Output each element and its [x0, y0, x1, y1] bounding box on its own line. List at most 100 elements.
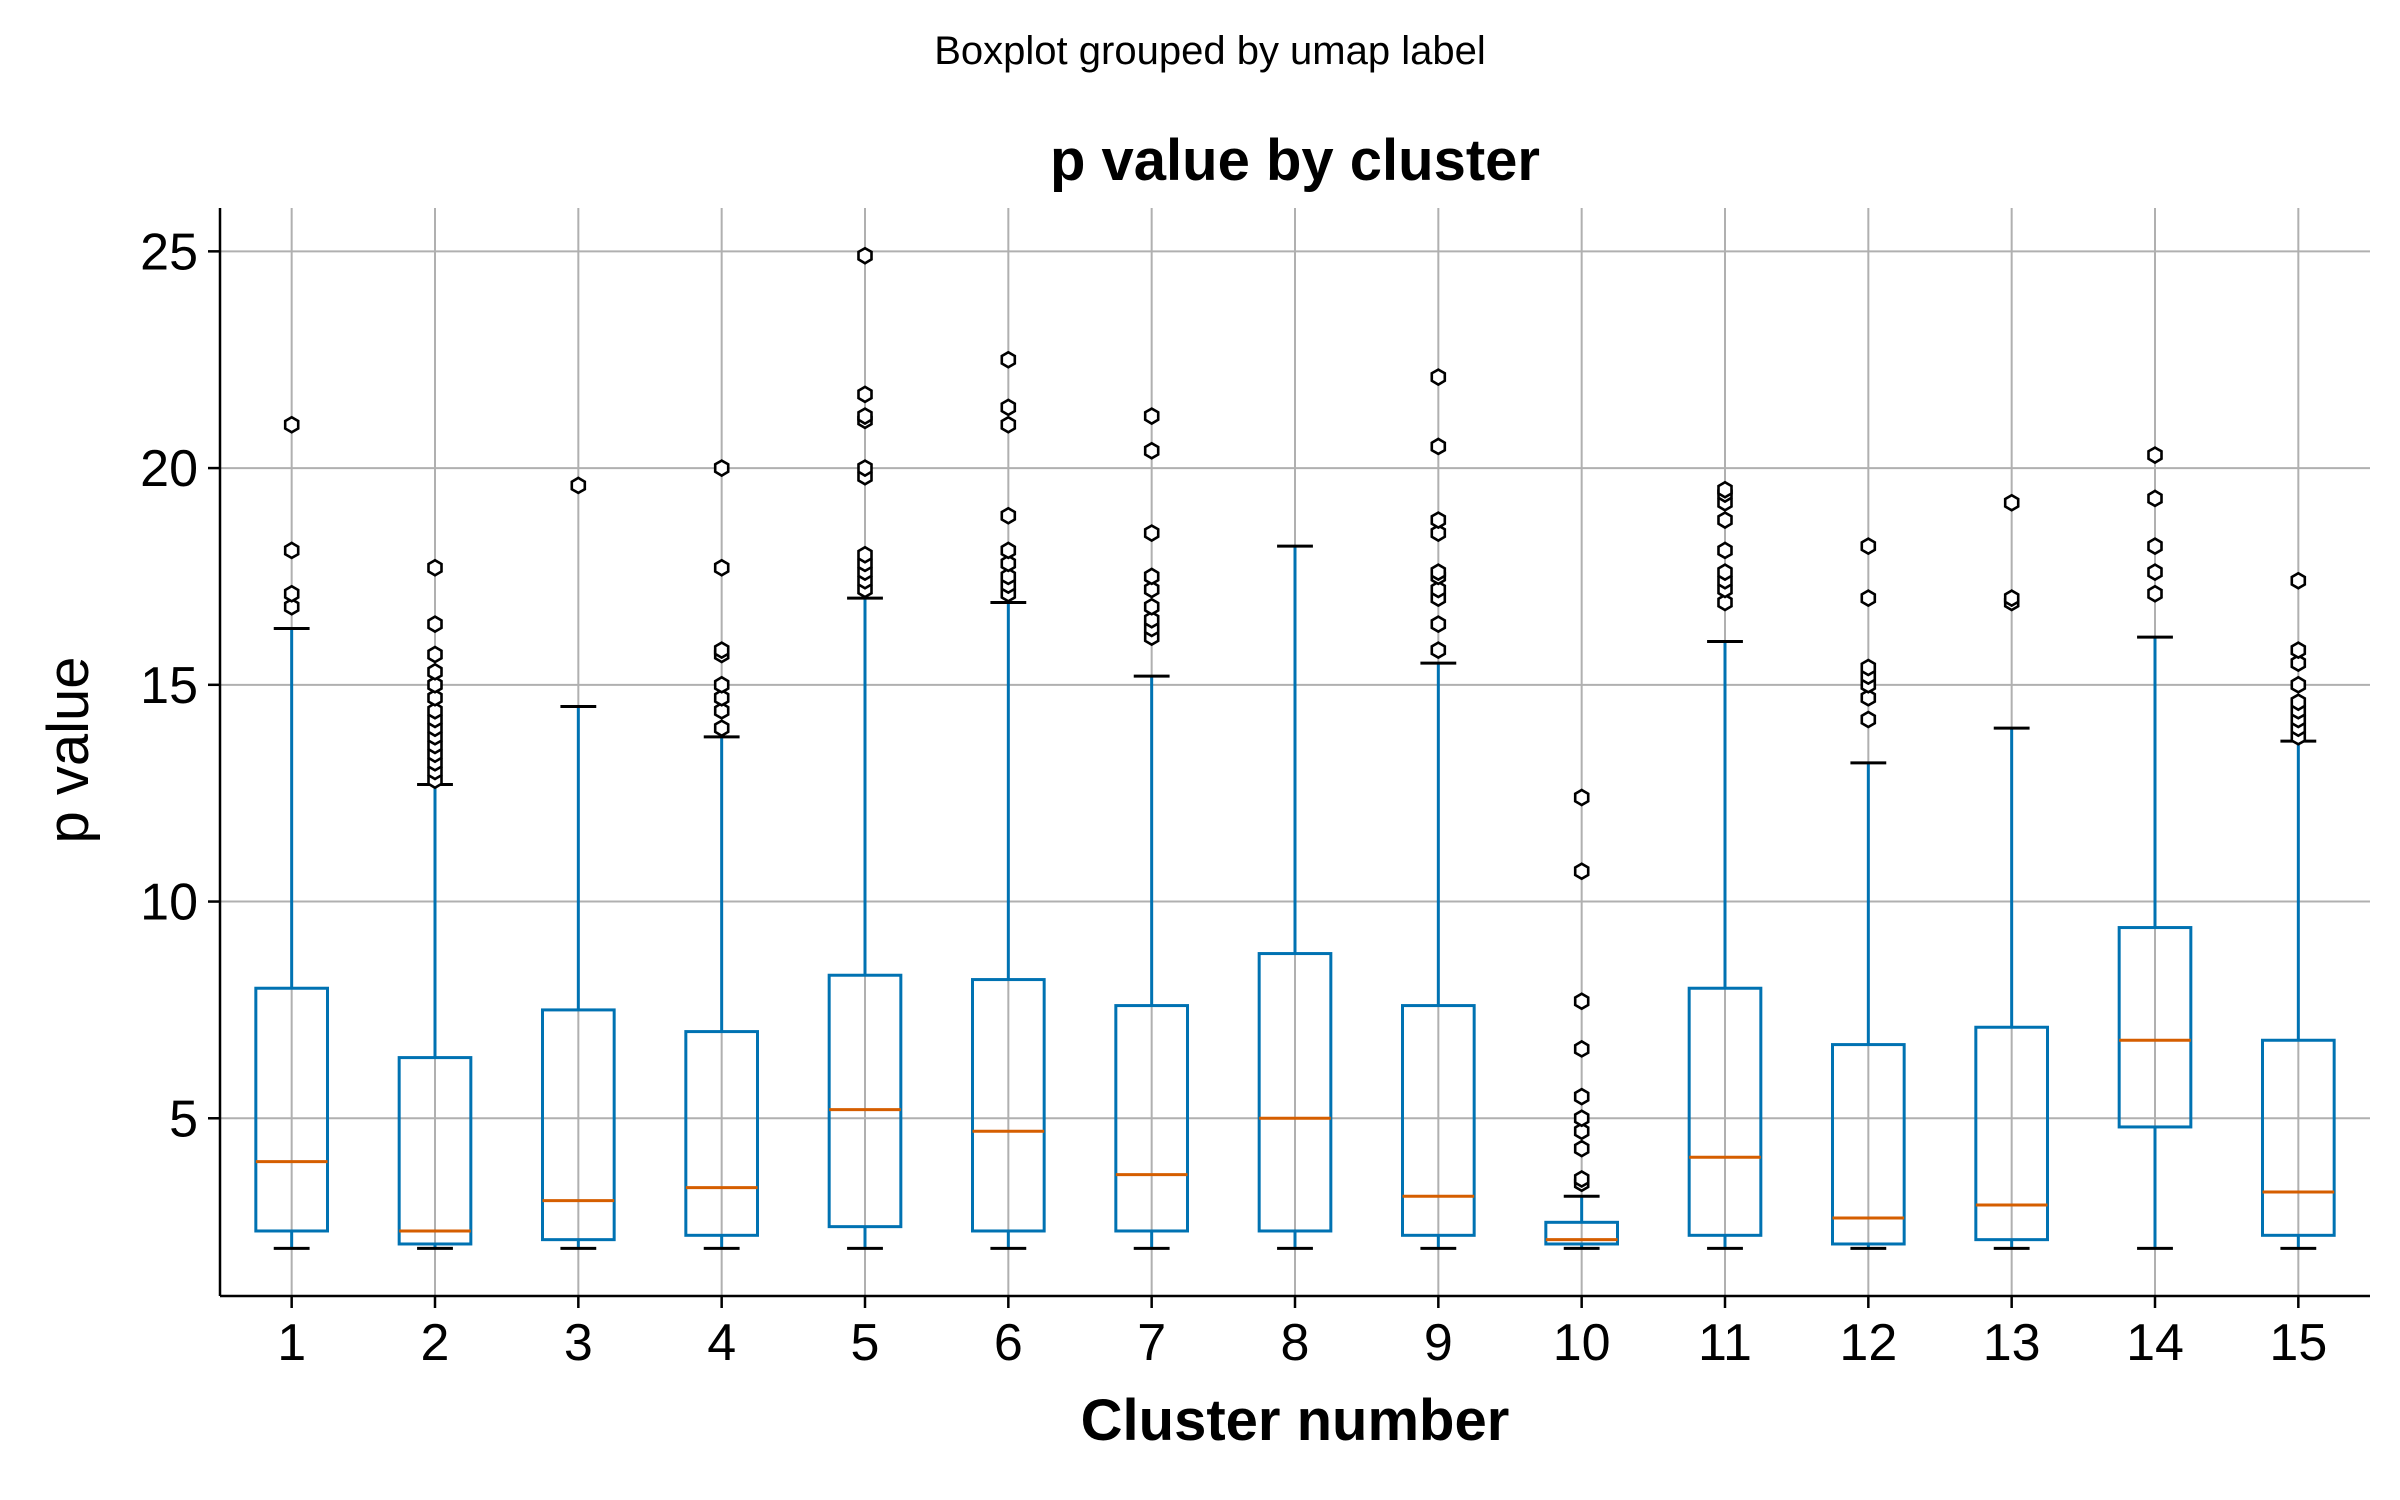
- box-cluster-5: [827, 246, 903, 1250]
- outlier-point: [1717, 480, 1733, 499]
- x-tick-label: 2: [421, 1314, 450, 1372]
- outlier-point: [427, 701, 443, 720]
- outlier-point: [1000, 398, 1017, 417]
- outlier-point: [1717, 511, 1733, 530]
- outlier-point: [1573, 1170, 1590, 1189]
- outlier-point: [857, 246, 873, 265]
- outlier-point: [1143, 597, 1160, 616]
- outlier-point: [1430, 437, 1447, 456]
- chart-suptitle: Boxplot grouped by umap label: [934, 29, 1485, 73]
- outlier-point: [1717, 541, 1733, 560]
- x-tick-label: 10: [1553, 1314, 1611, 1372]
- box-cluster-8: [1257, 544, 1333, 1250]
- box-cluster-15: [2261, 571, 2336, 1250]
- box-cluster-3: [541, 476, 616, 1250]
- outlier-point: [1573, 992, 1590, 1011]
- x-axis-label: Cluster number: [1081, 1388, 1510, 1453]
- box-cluster-2: [397, 558, 473, 1250]
- outlier-point: [427, 615, 443, 634]
- outlier-point: [1430, 563, 1447, 582]
- x-tick-label: 5: [851, 1314, 880, 1372]
- outlier-point: [1573, 1109, 1590, 1128]
- x-tick-label: 1: [277, 1314, 306, 1372]
- x-tick-label: 15: [2269, 1314, 2327, 1372]
- outlier-point: [2003, 589, 2020, 608]
- outlier-point: [1430, 615, 1447, 634]
- y-axis-label: p value: [36, 656, 101, 843]
- outlier-point: [1573, 862, 1590, 881]
- outlier-point: [1860, 688, 1877, 707]
- outlier-point: [1430, 641, 1447, 660]
- outlier-point: [1000, 415, 1017, 434]
- outlier-point: [857, 459, 873, 478]
- outlier-point: [2147, 537, 2163, 556]
- outlier-point: [1860, 537, 1877, 556]
- box-iqr: [684, 1030, 759, 1237]
- x-tick-label: 12: [1839, 1314, 1897, 1372]
- box-iqr: [971, 978, 1046, 1233]
- box-iqr: [541, 1008, 616, 1242]
- box-cluster-14: [2117, 446, 2193, 1250]
- outlier-point: [857, 385, 873, 404]
- outlier-point: [427, 662, 443, 681]
- y-tick-label: 10: [140, 874, 198, 932]
- y-tick-label: 25: [140, 223, 198, 281]
- outlier-point: [427, 645, 443, 664]
- outlier-point: [1143, 441, 1160, 460]
- outlier-point: [1430, 524, 1447, 543]
- box-iqr: [1544, 1220, 1620, 1246]
- outlier-point: [713, 719, 730, 738]
- outlier-point: [283, 415, 300, 434]
- box-cluster-9: [1401, 368, 1476, 1250]
- box-cluster-6: [971, 350, 1046, 1250]
- box-cluster-10: [1544, 788, 1620, 1250]
- box-series: [254, 246, 2336, 1250]
- outlier-point: [1717, 563, 1733, 582]
- outlier-point: [1573, 1087, 1590, 1106]
- outlier-point: [570, 476, 587, 495]
- outlier-point: [1430, 511, 1447, 530]
- outlier-point: [2290, 693, 2307, 712]
- box-iqr: [1831, 1043, 1906, 1246]
- outlier-point: [1000, 541, 1017, 560]
- x-tick-label: 14: [2126, 1314, 2184, 1372]
- outlier-point: [2147, 446, 2163, 465]
- x-tick-label: 11: [1698, 1314, 1752, 1372]
- outlier-point: [1143, 567, 1160, 586]
- outlier-point: [1000, 350, 1017, 369]
- outlier-point: [857, 407, 873, 426]
- box-cluster-11: [1687, 480, 1763, 1250]
- outlier-point: [1143, 580, 1160, 599]
- outlier-point: [1717, 593, 1733, 612]
- y-tick-label: 15: [140, 657, 198, 715]
- y-tick-label: 20: [140, 440, 198, 498]
- outlier-point: [1573, 1139, 1590, 1158]
- x-tick-label: 3: [564, 1314, 593, 1372]
- box-iqr: [1687, 986, 1763, 1237]
- x-tick-label: 9: [1424, 1314, 1453, 1372]
- outlier-point: [1573, 1122, 1590, 1141]
- outlier-point: [283, 584, 300, 603]
- box-iqr: [254, 986, 329, 1233]
- outlier-point: [2003, 493, 2020, 512]
- outlier-point: [2147, 489, 2163, 508]
- outlier-point: [2147, 563, 2163, 582]
- x-tick-label: 4: [707, 1314, 736, 1372]
- outlier-point: [713, 558, 730, 577]
- x-tick-label: 6: [994, 1314, 1023, 1372]
- box-iqr: [827, 973, 903, 1229]
- outlier-point: [713, 701, 730, 720]
- outlier-point: [1000, 506, 1017, 525]
- box-cluster-1: [254, 415, 329, 1250]
- outlier-point: [1000, 567, 1017, 586]
- outlier-point: [427, 688, 443, 707]
- box-iqr: [2261, 1038, 2336, 1237]
- outlier-point: [2290, 641, 2307, 660]
- outlier-point: [1573, 1039, 1590, 1058]
- outlier-point: [427, 558, 443, 577]
- box-iqr: [1114, 1004, 1190, 1233]
- outlier-point: [1143, 610, 1160, 629]
- box-iqr: [397, 1056, 473, 1246]
